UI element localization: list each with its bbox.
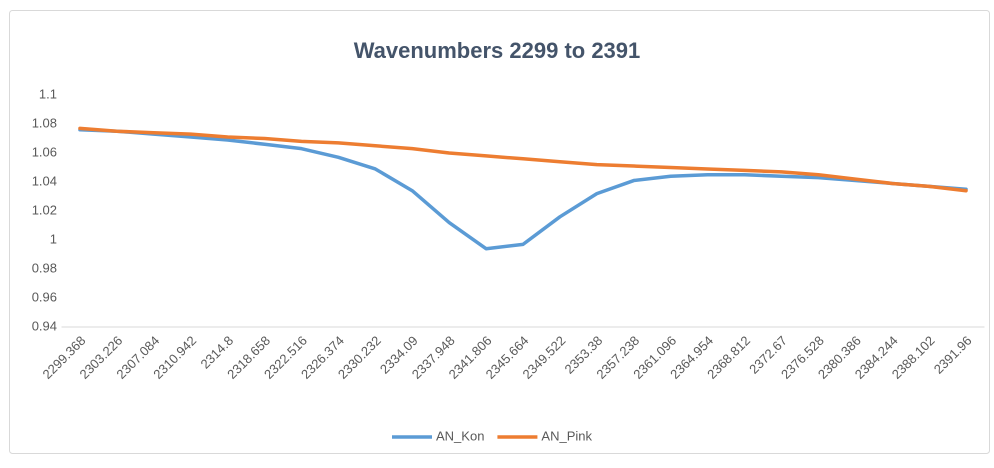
- chart-frame: [9, 10, 990, 454]
- y-tick-label: 1.08: [32, 115, 57, 130]
- y-tick-label: 1.06: [32, 144, 57, 159]
- chart-title: Wavenumbers 2299 to 2391: [354, 38, 641, 63]
- legend-label: AN_Kon: [436, 428, 484, 443]
- y-tick-label: 0.94: [32, 318, 57, 333]
- y-tick-label: 1.02: [32, 202, 57, 217]
- y-tick-label: 0.96: [32, 289, 57, 304]
- y-tick-label: 1.04: [32, 173, 57, 188]
- line-series: [78, 126, 968, 193]
- line-series: [78, 128, 968, 251]
- y-tick-label: 0.98: [32, 260, 57, 275]
- y-tick-label: 1: [50, 231, 57, 246]
- legend-label: AN_Pink: [541, 428, 592, 443]
- y-tick-label: 1.1: [39, 86, 57, 101]
